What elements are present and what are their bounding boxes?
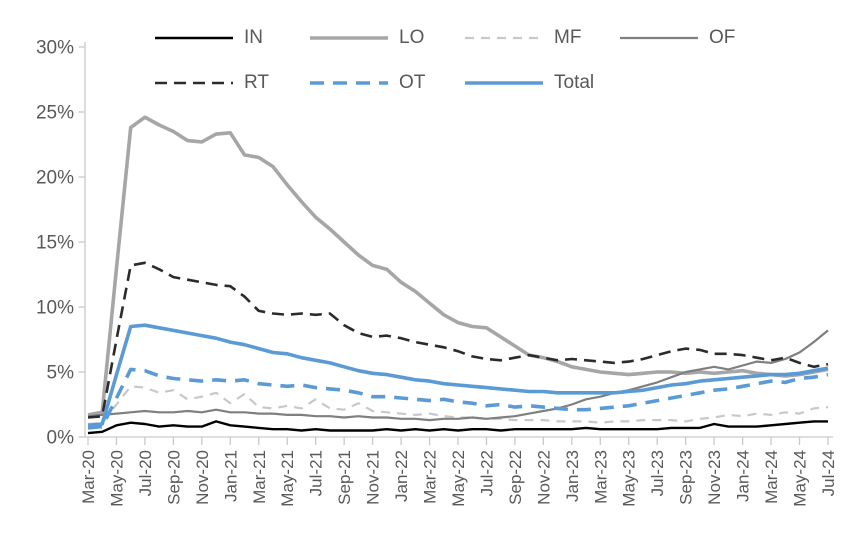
series-line-mf bbox=[87, 385, 829, 426]
legend-line-sample-in bbox=[155, 36, 233, 40]
series-line-lo bbox=[87, 115, 829, 417]
legend-label-in: IN bbox=[244, 27, 263, 48]
legend-label-lo: LO bbox=[399, 27, 425, 48]
x-tick-label: May-20 bbox=[107, 450, 126, 507]
legend-line-sample-rt bbox=[155, 81, 233, 85]
series-line-of bbox=[87, 329, 829, 422]
y-tick-label: 5% bbox=[47, 363, 75, 384]
y-tick-label: 25% bbox=[36, 103, 74, 124]
chart-legend: IN LO MF OF RT OT Total bbox=[155, 25, 775, 115]
legend-item-of: OF bbox=[620, 27, 775, 49]
x-tick-label: Nov-20 bbox=[193, 450, 212, 505]
x-tick-label: Mar-20 bbox=[79, 450, 98, 504]
legend-label-of: OF bbox=[709, 27, 736, 48]
x-tick-label: May-21 bbox=[278, 450, 297, 507]
legend-item-ot: OT bbox=[310, 72, 465, 94]
x-tick-label: Nov-22 bbox=[534, 450, 553, 505]
x-tick-label: May-22 bbox=[449, 450, 468, 507]
x-tick-label: Jan-21 bbox=[221, 450, 240, 502]
x-tick-label: Mar-24 bbox=[762, 450, 781, 504]
x-tick-label: Mar-22 bbox=[421, 450, 440, 504]
x-tick-label: Jul-24 bbox=[819, 450, 838, 496]
legend-item-mf: MF bbox=[465, 27, 620, 49]
x-tick-label: Jan-22 bbox=[392, 450, 411, 502]
legend-line-sample-ot bbox=[310, 81, 388, 85]
x-tick-label: Jul-21 bbox=[307, 450, 326, 496]
legend-label-rt: RT bbox=[244, 72, 269, 93]
x-tick-label: Mar-23 bbox=[591, 450, 610, 504]
legend-item-rt: RT bbox=[155, 72, 310, 94]
x-tick-label: Nov-21 bbox=[364, 450, 383, 505]
x-tick-label: May-23 bbox=[620, 450, 639, 507]
legend-label-mf: MF bbox=[554, 27, 582, 48]
x-tick-label: Jul-23 bbox=[648, 450, 667, 496]
series-line-rt bbox=[87, 261, 829, 419]
x-tick-label: Nov-23 bbox=[705, 450, 724, 505]
y-tick-label: 0% bbox=[47, 428, 75, 449]
legend-item-total: Total bbox=[465, 72, 620, 94]
x-tick-label: Mar-21 bbox=[250, 450, 269, 504]
y-tick-label: 10% bbox=[36, 298, 74, 319]
legend-row: IN LO MF OF bbox=[155, 25, 775, 51]
series-line-in bbox=[87, 420, 828, 435]
legend-label-ot: OT bbox=[399, 72, 426, 93]
x-tick-label: Sep-22 bbox=[506, 450, 525, 505]
legend-line-sample-lo bbox=[310, 36, 388, 40]
legend-item-lo: LO bbox=[310, 27, 465, 49]
x-tick-label: Jul-22 bbox=[477, 450, 496, 496]
legend-line-sample-total bbox=[465, 81, 543, 85]
x-tick-label: May-24 bbox=[791, 450, 810, 507]
legend-line-sample-of bbox=[620, 36, 698, 40]
legend-line-sample-mf bbox=[465, 36, 543, 40]
x-tick-label: Jan-24 bbox=[734, 450, 753, 502]
x-tick-label: Sep-21 bbox=[335, 450, 354, 505]
x-tick-label: Jul-20 bbox=[136, 450, 155, 496]
y-tick-label: 30% bbox=[36, 38, 74, 59]
x-tick-label: Sep-23 bbox=[677, 450, 696, 505]
x-tick-label: Sep-20 bbox=[164, 450, 183, 505]
y-tick-label: 20% bbox=[36, 168, 74, 189]
x-tick-label: Jan-23 bbox=[563, 450, 582, 502]
legend-row: RT OT Total bbox=[155, 70, 775, 96]
legend-label-total: Total bbox=[554, 72, 595, 93]
y-tick-label: 15% bbox=[36, 233, 74, 254]
legend-item-in: IN bbox=[155, 27, 310, 49]
series-line-total bbox=[87, 323, 829, 428]
